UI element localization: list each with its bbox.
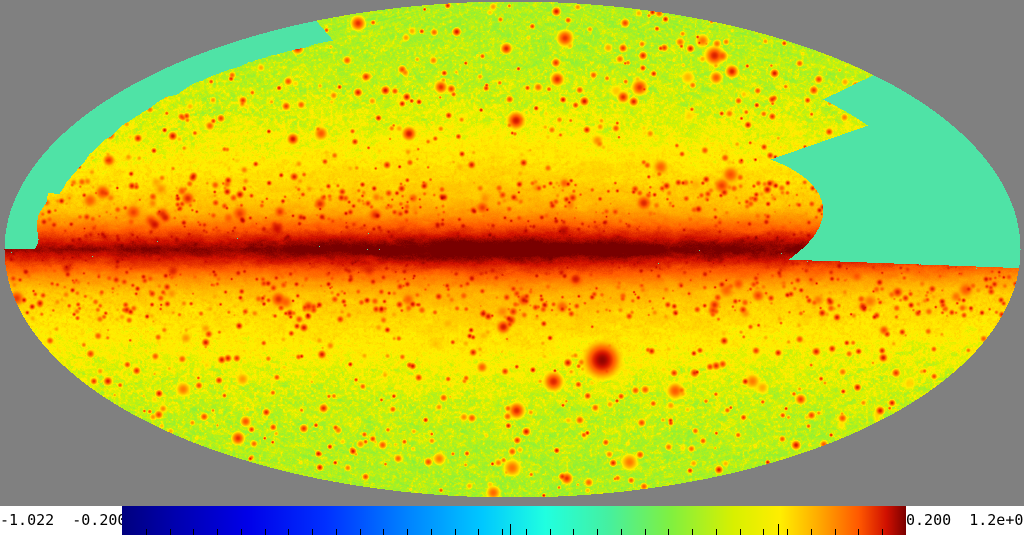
- colorbar-tick-minor: [621, 529, 622, 535]
- colorbar-tick-minor: [360, 529, 361, 535]
- colorbar-tick-minor: [312, 529, 313, 535]
- colorbar-tick-major: [778, 524, 779, 535]
- colorbar-tick-minor: [336, 529, 337, 535]
- colorbar-tick-minor: [455, 529, 456, 535]
- colorbar-tick-minor: [193, 529, 194, 535]
- sky-map-panel: [0, 0, 1024, 502]
- colorbar-min-labels: -1.022 -0.200: [0, 506, 126, 535]
- colorbar-tick-minor: [597, 529, 598, 535]
- colorbar-tick-minor: [835, 529, 836, 535]
- colorbar-tick-minor: [740, 529, 741, 535]
- colorbar-tick-minor: [716, 529, 717, 535]
- mollweide-sky-map: [0, 0, 1024, 502]
- colorbar-gradient: [122, 506, 906, 535]
- colorbar-tick-minor: [787, 529, 788, 535]
- colorbar-tick-minor: [573, 529, 574, 535]
- colorbar-tick-minor: [383, 529, 384, 535]
- colorbar: -1.022 -0.200 0.200 1.2e+02: [0, 506, 1024, 535]
- colorbar-tick-minor: [763, 529, 764, 535]
- colorbar-tick-minor: [431, 529, 432, 535]
- colorbar-tick-minor: [265, 529, 266, 535]
- colorbar-tick-minor: [146, 529, 147, 535]
- colorbar-max-labels: 0.200 1.2e+02: [906, 506, 1024, 535]
- colorbar-tick-minor: [668, 529, 669, 535]
- colorbar-tick-minor: [692, 529, 693, 535]
- colorbar-tick-minor: [858, 529, 859, 535]
- colorbar-gradient-wrap[interactable]: [122, 506, 906, 535]
- colorbar-tick-minor: [811, 529, 812, 535]
- colorbar-tick-minor: [478, 529, 479, 535]
- colorbar-tick-minor: [550, 529, 551, 535]
- colorbar-tick-minor: [407, 529, 408, 535]
- colorbar-tick-minor: [645, 529, 646, 535]
- colorbar-tick-minor: [217, 529, 218, 535]
- colorbar-tick-minor: [241, 529, 242, 535]
- colorbar-tick-minor: [882, 529, 883, 535]
- colorbar-tick-major: [510, 524, 511, 535]
- colorbar-tick-minor: [526, 529, 527, 535]
- colorbar-tick-minor: [502, 529, 503, 535]
- colorbar-tick-minor: [288, 529, 289, 535]
- colorbar-tick-minor: [170, 529, 171, 535]
